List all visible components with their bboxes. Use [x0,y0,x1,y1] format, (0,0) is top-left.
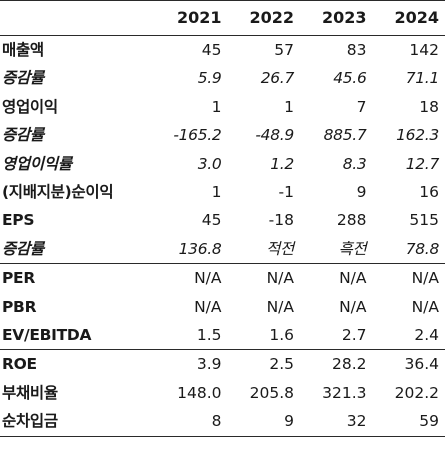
row-value-2023: 7 [356,97,367,116]
row-value-2022: 26.7 [260,69,295,88]
row-value-2022: N/A [266,297,294,316]
row-value-2021: -165.2 [173,126,222,145]
row-value-2023: 9 [356,183,367,202]
row-value-2022: 1.6 [269,326,294,345]
financial-summary-table: 2021 2022 2023 2024 매출액 45 57 83 142 증감률 5.9 26… [0,0,445,437]
row-label: 부채비율 [2,383,58,402]
row-value-2022: 1 [284,97,294,116]
row-value-2021: 1 [211,97,222,116]
table-row: 증감률 5.9 26.7 45.6 71.1 [0,64,445,92]
row-label: 매출액 [2,41,44,59]
row-value-2024: 71.1 [405,69,440,88]
table-row: PER N/A N/A N/A N/A [0,263,445,293]
row-value-2022: -18 [268,211,294,230]
row-value-2023: 흑전 [338,239,367,258]
row-value-2024: 515 [409,211,439,230]
row-label: EPS [2,211,35,230]
row-value-2022: 9 [227,407,300,437]
table-body: 매출액 45 57 83 142 증감률 5.9 26.7 45.6 71.1 영업이익 1 1 7 18 증… [0,36,445,437]
row-value-2021: 1.5 [196,326,222,345]
row-value-2021: 45 [201,211,222,230]
header-year-2023: 2023 [300,0,373,36]
row-value-2022: 2.5 [227,349,300,379]
row-value-2024: 16 [419,183,439,202]
row-value-2024: N/A [411,297,439,316]
table-row: PBR N/A N/A N/A N/A [0,293,445,321]
header-row: 2021 2022 2023 2024 [0,0,445,36]
row-value-2024: 36.4 [372,349,445,379]
row-value-2021: 3.0 [197,154,222,173]
header-year-2022: 2022 [227,0,300,36]
row-label: PBR [2,297,37,316]
row-value-2023: 45.6 [333,69,367,88]
row-label: 증감률 [2,69,44,88]
row-value-2023: 885.7 [323,126,367,145]
table-row: 순차입금 8 9 32 59 [0,407,445,437]
table-row: EV/EBITDA 1.5 1.6 2.7 2.4 [0,321,445,350]
header-year-2024: 2024 [372,0,445,36]
row-value-2024: 202.2 [394,383,439,402]
table-row: 영업이익률 3.0 1.2 8.3 12.7 [0,150,445,178]
row-value-2024: 18 [419,97,439,116]
row-value-2021: 8 [155,407,228,437]
row-value-2021: 3.9 [155,349,228,379]
row-value-2022: 1.2 [270,154,294,173]
row-value-2023: 8.3 [342,154,367,173]
row-value-2021: 5.9 [197,69,222,88]
row-value-2023: 2.7 [341,326,367,345]
row-label: 증감률 [2,239,44,258]
row-value-2022: 205.8 [249,383,294,402]
row-value-2022: 57 [274,41,294,59]
row-label: EV/EBITDA [2,326,92,345]
row-label: 증감률 [2,126,44,145]
row-value-2021: 1 [211,183,222,202]
row-value-2022: 적전 [266,239,294,258]
row-value-2024: 59 [372,407,445,437]
table-row: 증감률 -165.2 -48.9 885.7 162.3 [0,121,445,149]
row-value-2023: 321.3 [322,383,367,402]
row-value-2023: N/A [300,263,373,293]
row-value-2021: N/A [194,297,222,316]
row-value-2021: 136.8 [178,239,222,258]
row-label: ROE [0,349,155,379]
row-value-2023: N/A [339,297,367,316]
row-value-2023: 28.2 [300,349,373,379]
table-row: EPS 45 -18 288 515 [0,206,445,234]
row-value-2023: 83 [346,41,367,59]
row-value-2024: N/A [372,263,445,293]
table-row: ROE 3.9 2.5 28.2 36.4 [0,349,445,379]
table-row: 매출액 45 57 83 142 [0,36,445,65]
row-value-2024: 142 [409,41,439,59]
table-row: 증감률 136.8 적전 흑전 78.8 [0,235,445,264]
row-label: PER [0,263,155,293]
row-value-2021: N/A [155,263,228,293]
row-value-2022: -1 [278,183,294,202]
row-value-2023: 288 [336,211,367,230]
header-label-cell [0,0,155,36]
row-value-2024: 162.3 [396,126,439,145]
row-value-2022: -48.9 [255,126,294,145]
row-value-2024: 78.8 [405,239,440,258]
row-value-2022: N/A [227,263,300,293]
table-row: 부채비율 148.0 205.8 321.3 202.2 [0,379,445,407]
header-year-2021: 2021 [155,0,228,36]
row-value-2024: 12.7 [405,154,440,173]
row-value-2024: 2.4 [414,326,439,345]
row-value-2021: 148.0 [177,383,222,402]
row-label: 순차입금 [0,407,155,437]
table-row: 영업이익 1 1 7 18 [0,93,445,121]
row-value-2023: 32 [300,407,373,437]
row-value-2021: 45 [201,41,222,59]
row-label: 영업이익률 [2,154,72,173]
table-row: (지배지분)순이익 1 -1 9 16 [0,178,445,206]
row-label: 영업이익 [2,97,58,116]
table-header: 2021 2022 2023 2024 [0,0,445,36]
row-label: (지배지분)순이익 [2,183,114,202]
